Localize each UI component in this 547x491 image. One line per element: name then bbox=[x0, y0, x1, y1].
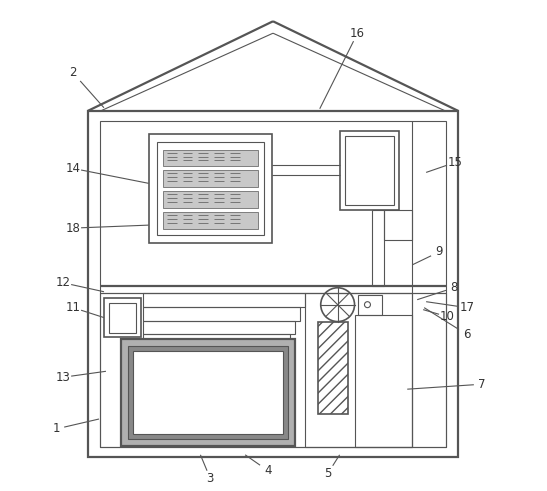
Text: 13: 13 bbox=[56, 371, 71, 384]
Bar bbox=[354, 315, 412, 447]
Bar bbox=[345, 136, 394, 205]
Bar bbox=[100, 121, 446, 447]
Text: 10: 10 bbox=[440, 310, 455, 323]
Bar bbox=[104, 298, 141, 337]
Bar bbox=[88, 111, 458, 457]
Bar bbox=[162, 150, 258, 166]
Bar bbox=[358, 295, 382, 315]
Text: 7: 7 bbox=[478, 378, 486, 391]
Bar bbox=[162, 170, 258, 188]
Bar bbox=[318, 322, 347, 414]
Text: 11: 11 bbox=[66, 301, 80, 314]
Bar bbox=[156, 141, 264, 235]
Text: 5: 5 bbox=[324, 467, 331, 480]
Text: 12: 12 bbox=[56, 276, 71, 289]
Bar bbox=[143, 362, 280, 376]
Text: 3: 3 bbox=[207, 472, 214, 485]
Text: 17: 17 bbox=[459, 301, 474, 314]
Text: 18: 18 bbox=[66, 221, 80, 235]
Bar bbox=[100, 293, 446, 447]
Bar bbox=[143, 334, 290, 349]
Bar bbox=[162, 191, 258, 208]
Bar bbox=[143, 321, 295, 334]
Text: 16: 16 bbox=[350, 27, 365, 40]
Bar bbox=[121, 339, 295, 446]
Text: 4: 4 bbox=[264, 464, 272, 477]
Bar bbox=[143, 293, 305, 307]
Text: 2: 2 bbox=[69, 66, 77, 80]
Text: 8: 8 bbox=[450, 281, 458, 294]
Bar bbox=[340, 131, 399, 210]
Text: 14: 14 bbox=[66, 162, 80, 175]
Bar bbox=[305, 293, 412, 447]
Text: 1: 1 bbox=[53, 422, 60, 436]
Bar bbox=[162, 212, 258, 229]
Bar bbox=[149, 134, 272, 243]
Bar bbox=[143, 307, 300, 321]
Bar bbox=[385, 210, 412, 240]
Bar bbox=[128, 347, 288, 439]
Bar bbox=[109, 302, 136, 332]
Bar bbox=[143, 349, 285, 362]
Text: 15: 15 bbox=[447, 156, 462, 169]
Text: 6: 6 bbox=[463, 328, 470, 341]
Bar bbox=[143, 376, 275, 390]
Text: 9: 9 bbox=[435, 246, 443, 258]
Bar bbox=[133, 352, 283, 434]
